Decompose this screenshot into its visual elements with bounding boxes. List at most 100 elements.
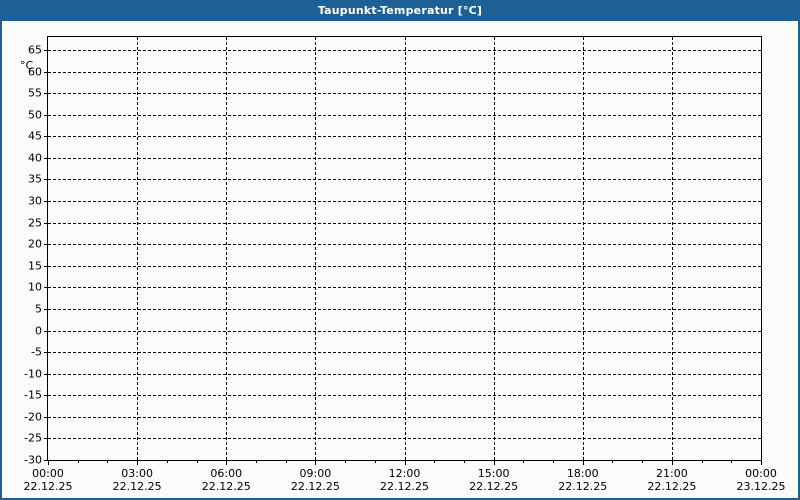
x-axis-label-time: 18:00 bbox=[566, 467, 599, 480]
plot-area: 65 60 55 50 45 40 35 30 25 20 15 10 5 0 -5 -10 -15 -20 -25… bbox=[24, 36, 785, 493]
y-axis-tick bbox=[44, 265, 48, 267]
y-axis-tick bbox=[44, 71, 48, 73]
x-axis-label-time: 12:00 bbox=[388, 467, 421, 480]
x-axis-tick-minor bbox=[642, 460, 644, 463]
y-axis-label: 25 bbox=[28, 216, 42, 230]
y-axis-label: -5 bbox=[31, 345, 42, 359]
y-axis-label: -15 bbox=[24, 388, 42, 402]
x-axis-label: 00:00 22.12.25 bbox=[24, 467, 73, 493]
x-axis-label-time: 00:00 bbox=[745, 467, 777, 480]
y-axis-tick bbox=[44, 93, 48, 95]
x-axis-label-time: 06:00 bbox=[210, 467, 243, 480]
x-axis-tick-major bbox=[404, 460, 406, 465]
x-axis-label-date: 22.12.25 bbox=[290, 480, 340, 493]
y-axis-tick bbox=[44, 179, 48, 181]
x-axis-label-date: 22.12.25 bbox=[647, 480, 697, 493]
x-axis-tick-minor bbox=[107, 460, 109, 463]
y-axis-label: 45 bbox=[28, 129, 42, 143]
y-axis-tick bbox=[44, 352, 48, 354]
x-axis-tick-minor bbox=[463, 460, 465, 463]
x-axis-tick-major bbox=[137, 460, 139, 465]
x-axis-label-time: 09:00 bbox=[299, 467, 332, 480]
x-axis-tick-minor bbox=[345, 460, 347, 463]
x-axis-tick-minor bbox=[612, 460, 614, 463]
x-axis-label: 15:00 22.12.25 bbox=[469, 467, 518, 493]
y-axis-label: 55 bbox=[28, 86, 42, 100]
chart-canvas: °C 65 60 55 50 45 40 35 30 25 20 15 10 5 0 -5 -10 -15 -20… bbox=[2, 21, 798, 498]
y-axis-label: 50 bbox=[28, 108, 42, 122]
y-axis-tick bbox=[44, 201, 48, 203]
x-axis-tick-minor bbox=[77, 460, 79, 463]
y-axis-tick bbox=[44, 373, 48, 375]
y-axis-label: -10 bbox=[24, 367, 42, 381]
x-axis-tick-major bbox=[48, 460, 49, 465]
x-axis-label-date: 22.12.25 bbox=[380, 480, 429, 493]
y-axis-tick bbox=[44, 287, 48, 289]
x-axis-label-time: 15:00 bbox=[477, 467, 510, 480]
y-axis-tick bbox=[44, 330, 48, 332]
x-gridline bbox=[137, 37, 139, 460]
x-axis-tick-minor bbox=[731, 460, 733, 463]
x-axis-label-date: 22.12.25 bbox=[112, 480, 162, 493]
y-axis-label: 20 bbox=[28, 237, 42, 251]
y-axis-tick bbox=[44, 416, 48, 418]
y-axis-tick bbox=[44, 308, 48, 310]
x-axis-label: 03:00 22.12.25 bbox=[113, 467, 162, 493]
x-gridline bbox=[404, 37, 406, 460]
x-axis-tick-minor bbox=[434, 460, 436, 463]
x-axis-label-time: 21:00 bbox=[656, 467, 688, 480]
y-axis-label: 5 bbox=[35, 302, 42, 316]
x-axis-tick-major bbox=[761, 460, 762, 465]
y-axis-tick bbox=[44, 49, 48, 51]
x-gridline bbox=[493, 37, 495, 460]
y-axis-label: 40 bbox=[28, 151, 42, 165]
y-axis-tick bbox=[44, 395, 48, 397]
x-axis-label: 00:00 23.12.25 bbox=[737, 467, 786, 493]
x-axis-tick-minor bbox=[196, 460, 198, 463]
y-axis-label: 65 bbox=[28, 43, 42, 57]
y-axis-label: 30 bbox=[28, 194, 42, 208]
x-axis-tick-minor bbox=[285, 460, 287, 463]
y-axis-tick bbox=[44, 136, 48, 138]
page-title: Taupunkt-Temperatur [°C] bbox=[317, 4, 483, 17]
x-axis-label: 21:00 22.12.25 bbox=[647, 467, 696, 493]
y-axis-label: 35 bbox=[28, 172, 42, 186]
x-axis-tick-minor bbox=[553, 460, 555, 463]
x-axis-label-time: 03:00 bbox=[121, 467, 153, 480]
y-axis-label: 15 bbox=[28, 259, 42, 273]
y-axis-label: 10 bbox=[28, 280, 42, 294]
x-axis-label-time: 00:00 bbox=[32, 467, 64, 480]
x-axis-label: 18:00 22.12.25 bbox=[558, 467, 607, 493]
x-axis-label: 06:00 22.12.25 bbox=[202, 467, 251, 493]
y-axis-unit-label: °C bbox=[20, 59, 34, 72]
x-axis-tick-minor bbox=[255, 460, 257, 463]
x-axis-label: 12:00 22.12.25 bbox=[380, 467, 429, 493]
x-axis-label-date: 23.12.25 bbox=[736, 480, 786, 493]
x-axis-tick-minor bbox=[523, 460, 525, 463]
y-axis-tick bbox=[44, 157, 48, 159]
y-axis-tick bbox=[44, 244, 48, 246]
y-axis-label: 0 bbox=[35, 324, 42, 337]
x-axis-tick-major bbox=[315, 460, 317, 465]
x-axis-tick-major bbox=[226, 460, 228, 465]
x-gridline bbox=[315, 37, 317, 460]
x-axis-label-date: 22.12.25 bbox=[558, 480, 608, 493]
x-axis-label-date: 22.12.25 bbox=[201, 480, 251, 493]
y-axis-label: -30 bbox=[24, 453, 42, 467]
x-gridline bbox=[582, 37, 584, 460]
y-axis-tick bbox=[44, 438, 48, 440]
y-axis-tick bbox=[44, 114, 48, 116]
x-axis-tick-minor bbox=[166, 460, 168, 463]
window-title-bar: Taupunkt-Temperatur [°C] bbox=[0, 0, 800, 21]
x-axis-label-date: 22.12.25 bbox=[23, 480, 73, 493]
y-axis-tick bbox=[44, 222, 48, 224]
y-axis-label: 60 bbox=[28, 65, 42, 79]
x-axis-tick-minor bbox=[701, 460, 703, 463]
x-axis-tick-major bbox=[671, 460, 673, 465]
x-axis-label: 09:00 22.12.25 bbox=[291, 467, 340, 493]
y-axis-tick bbox=[44, 460, 48, 461]
x-gridline bbox=[226, 37, 228, 460]
x-axis-tick-minor bbox=[374, 460, 376, 463]
x-gridline bbox=[671, 37, 673, 460]
x-axis-tick-major bbox=[493, 460, 495, 465]
